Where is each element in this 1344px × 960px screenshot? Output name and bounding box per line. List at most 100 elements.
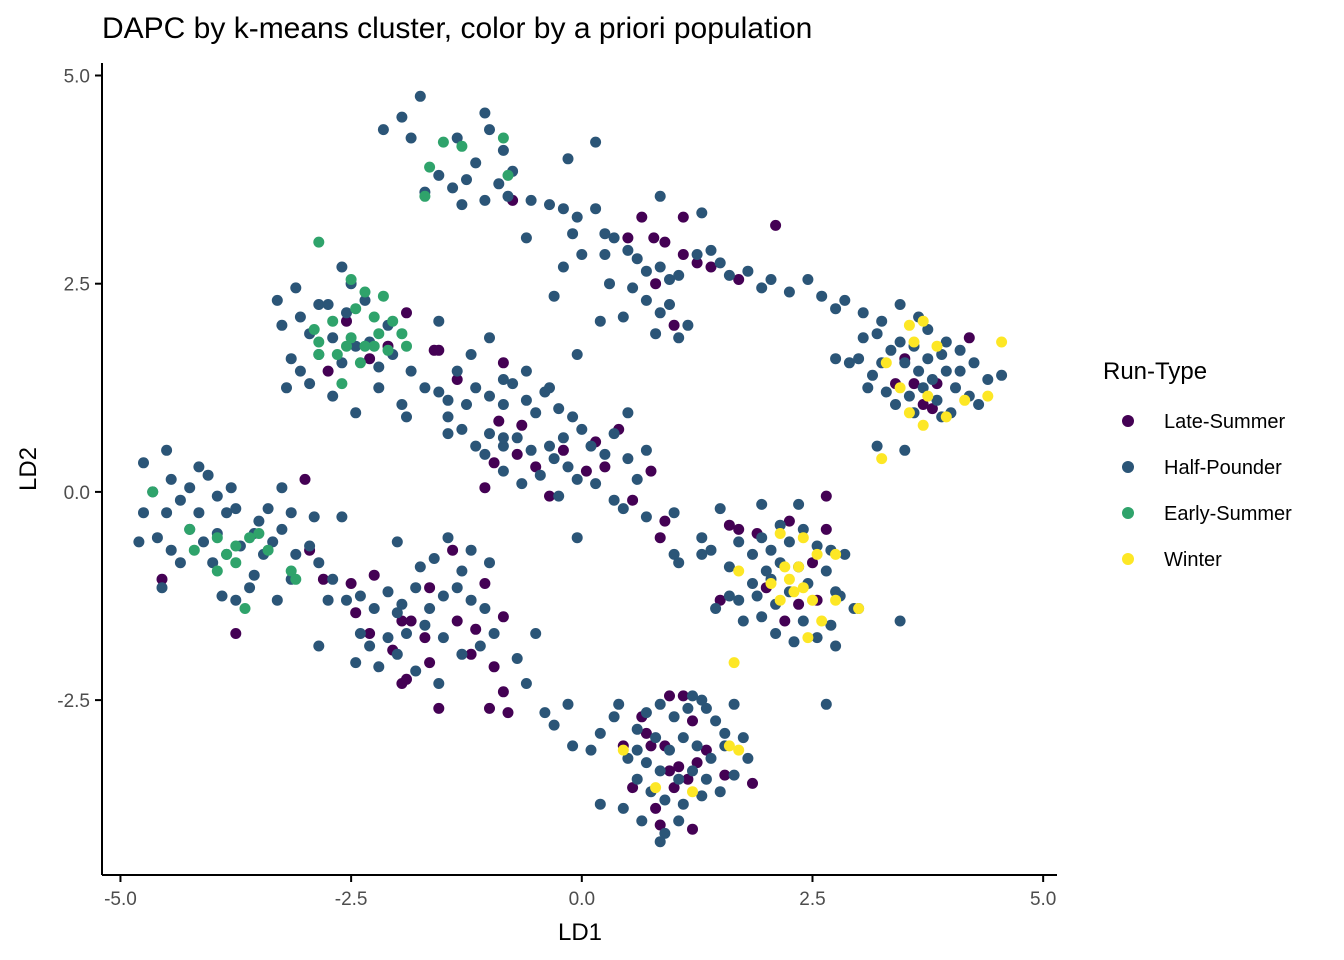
point-half-pounder-186 <box>382 632 394 644</box>
point-early-summer-37 <box>285 565 297 577</box>
point-half-pounder-325 <box>650 732 662 744</box>
point-half-pounder-135 <box>442 428 454 440</box>
point-early-summer-38 <box>211 565 223 577</box>
point-half-pounder-52 <box>520 232 532 244</box>
point-half-pounder-202 <box>207 557 219 569</box>
point-half-pounder-164 <box>276 523 288 535</box>
point-half-pounder-104 <box>456 423 468 435</box>
point-early-summer-21 <box>401 340 412 352</box>
point-half-pounder-269 <box>820 698 832 710</box>
point-half-pounder-123 <box>640 444 652 456</box>
point-late-summer-97 <box>691 757 703 769</box>
point-half-pounder-222 <box>442 532 454 544</box>
point-half-pounder-18 <box>525 194 537 206</box>
point-late-summer-17 <box>479 482 491 494</box>
point-half-pounder-148 <box>161 507 173 519</box>
point-late-summer-99 <box>747 777 758 789</box>
point-half-pounder-256 <box>788 636 800 648</box>
point-late-summer-93 <box>650 802 662 814</box>
point-half-pounder-143 <box>548 290 560 302</box>
point-half-pounder-81 <box>442 394 454 406</box>
point-half-pounder-105 <box>442 411 454 423</box>
point-half-pounder-168 <box>327 573 339 585</box>
point-half-pounder-276 <box>857 307 869 319</box>
point-half-pounder-311 <box>830 353 842 365</box>
point-half-pounder-116 <box>534 469 546 481</box>
point-late-summer-89 <box>687 715 698 727</box>
point-half-pounder-322 <box>710 715 722 727</box>
point-half-pounder-195 <box>271 594 283 606</box>
point-half-pounder-301 <box>917 382 929 394</box>
point-half-pounder-173 <box>396 598 408 610</box>
point-half-pounder-62 <box>336 261 348 273</box>
point-half-pounder-342 <box>696 790 708 802</box>
point-half-pounder-246 <box>747 578 758 589</box>
point-half-pounder-312 <box>857 332 869 344</box>
point-half-pounder-261 <box>793 498 805 510</box>
point-half-pounder-241 <box>820 565 832 577</box>
point-early-summer-10 <box>350 303 362 315</box>
point-half-pounder-96 <box>622 407 634 419</box>
point-late-summer-53 <box>424 657 436 669</box>
legend-key-late-summer <box>1122 415 1134 427</box>
point-half-pounder-54 <box>557 261 569 273</box>
point-half-pounder-206 <box>193 507 205 519</box>
point-half-pounder-259 <box>774 519 786 531</box>
point-half-pounder-124 <box>497 432 509 444</box>
point-early-summer-19 <box>373 328 385 340</box>
point-late-summer-76 <box>820 490 832 502</box>
point-late-summer-51 <box>470 623 482 635</box>
point-half-pounder-197 <box>322 594 334 606</box>
point-half-pounder-35 <box>742 265 754 277</box>
point-half-pounder-119 <box>479 448 491 460</box>
point-late-summer-0 <box>364 353 376 365</box>
point-half-pounder-264 <box>714 503 726 515</box>
point-winter-20 <box>793 561 805 573</box>
point-half-pounder-136 <box>571 532 583 544</box>
point-half-pounder-183 <box>437 632 449 644</box>
point-half-pounder-6 <box>451 132 463 144</box>
point-half-pounder-154 <box>225 482 237 494</box>
point-half-pounder-248 <box>737 615 749 627</box>
point-half-pounder-101 <box>497 440 509 452</box>
point-half-pounder-215 <box>484 557 495 569</box>
point-half-pounder-19 <box>544 199 555 211</box>
point-half-pounder-59 <box>562 153 574 165</box>
point-half-pounder-147 <box>138 507 149 519</box>
point-half-pounder-214 <box>456 565 468 577</box>
point-half-pounder-181 <box>474 640 486 652</box>
x-tick-label: 5.0 <box>1030 889 1056 910</box>
point-late-summer-86 <box>645 740 657 752</box>
point-late-summer-37 <box>691 257 703 269</box>
point-early-summer-0 <box>437 136 449 148</box>
point-half-pounder-38 <box>783 286 795 298</box>
point-late-summer-24 <box>648 232 660 244</box>
point-late-summer-52 <box>497 611 509 623</box>
point-half-pounder-120 <box>553 490 565 502</box>
point-late-summer-20 <box>544 490 555 502</box>
point-late-summer-9 <box>493 415 505 427</box>
point-half-pounder-127 <box>327 390 339 402</box>
point-half-pounder-335 <box>687 765 698 777</box>
point-half-pounder-176 <box>437 590 449 602</box>
point-half-pounder-27 <box>640 265 652 277</box>
point-half-pounder-94 <box>599 448 611 460</box>
point-half-pounder-37 <box>765 274 777 285</box>
point-half-pounder-74 <box>336 357 348 369</box>
point-half-pounder-57 <box>696 207 708 219</box>
point-half-pounder-226 <box>221 507 233 519</box>
point-half-pounder-73 <box>327 332 339 344</box>
point-late-summer-91 <box>664 765 675 777</box>
point-half-pounder-141 <box>571 349 583 360</box>
point-half-pounder-266 <box>710 603 722 614</box>
point-early-summer-26 <box>336 378 348 390</box>
y-tick-label: -2.5 <box>57 691 90 712</box>
point-half-pounder-227 <box>253 515 265 527</box>
point-early-summer-17 <box>345 332 357 344</box>
x-axis-label: LD1 <box>558 919 602 946</box>
point-half-pounder-106 <box>433 386 445 398</box>
point-half-pounder-292 <box>950 382 961 394</box>
point-winter-9 <box>903 407 915 419</box>
point-late-summer-34 <box>433 344 445 356</box>
